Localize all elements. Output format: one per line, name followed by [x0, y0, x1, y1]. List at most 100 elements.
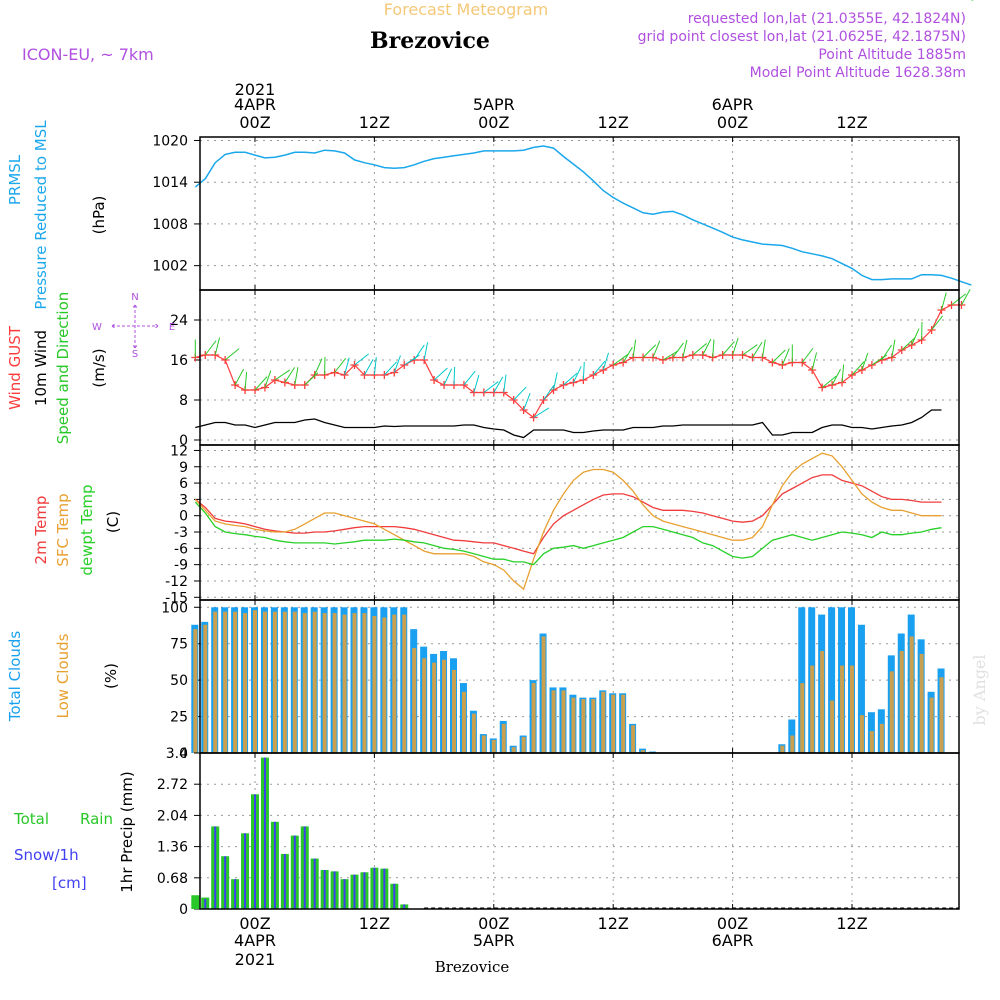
y-tick-label: 16: [170, 353, 188, 369]
wind-arrow: [304, 372, 319, 386]
low-cloud-bar: [591, 699, 596, 753]
wind-arrow: [901, 337, 916, 351]
wind-arrow: [742, 344, 758, 356]
wind-arrow: [553, 372, 558, 391]
wind-arrow: [941, 292, 947, 311]
bottom-tick-label: 12Z: [836, 914, 867, 933]
y-tick-label: 24: [170, 313, 188, 329]
total-cloud-bar: [798, 607, 806, 753]
low-cloud-bar: [362, 613, 367, 753]
panel-pressure: 1002 1008 1014 1020: [152, 133, 972, 291]
wind-arrow: [294, 367, 299, 386]
y-tick-label: 3.4: [166, 746, 188, 762]
wind-arrow: [911, 328, 920, 346]
wind-arrow: [772, 349, 786, 363]
low-cloud-bar: [332, 613, 337, 753]
low-cloud-bar: [850, 665, 854, 753]
low-cloud-bar: [621, 694, 626, 753]
low-cloud-bar: [889, 671, 894, 753]
sfc-temp-label: SFC Temp: [54, 493, 72, 566]
total-cloud-bar: [857, 624, 865, 753]
requested-coords: requested lon,lat (21.0355E, 42.1824N): [688, 11, 966, 27]
wind-arrow: [781, 348, 790, 366]
precip-snow-label: Snow/1h: [14, 846, 79, 864]
y-tick-label: 12: [170, 443, 188, 459]
low-cloud-bar: [909, 636, 914, 753]
low-cloud-bar: [641, 750, 646, 753]
snow-bar: [353, 874, 356, 909]
chart-subtitle: Forecast Meteogram: [384, 0, 548, 19]
wind-arrow: [513, 386, 527, 401]
station-title: Brezovice: [370, 28, 490, 54]
wind-arrow: [364, 359, 374, 376]
wind-arrow: [493, 376, 504, 393]
wind-arrow: [443, 368, 453, 386]
low-cloud-bar: [422, 658, 427, 753]
wind-arrow: [204, 340, 217, 356]
y-tick-label: 50: [170, 673, 188, 689]
temp2m-label: 2m Temp: [32, 496, 50, 565]
compass-s-label: S: [132, 349, 138, 360]
snow-bar: [204, 898, 207, 909]
snow-bar: [383, 868, 386, 909]
precip-snow-unit-label: [cm]: [52, 874, 87, 892]
snow-bar: [254, 794, 256, 909]
snow-bar: [373, 867, 376, 909]
wind-arrow: [543, 384, 555, 401]
y-tick-label: 100: [161, 600, 188, 616]
bottom-date-label: 4APR: [234, 931, 276, 950]
footer-station: Brezovice: [435, 958, 510, 976]
model-altitude: Model Point Altitude 1628.38m: [750, 65, 966, 81]
low-cloud-bar: [859, 715, 864, 753]
y-tick-label: 0: [179, 746, 188, 762]
low-cloud-bar: [501, 723, 506, 753]
low-cloud-bar: [820, 651, 825, 753]
wind-arrow: [254, 376, 268, 391]
low-cloud-bar: [372, 616, 377, 753]
low-cloud-bar: [511, 747, 516, 753]
panel-border: [199, 444, 960, 601]
low-cloud-bar: [312, 611, 317, 753]
low-cloud-bar: [243, 613, 248, 753]
low-cloud-bar: [780, 745, 785, 753]
y-tick-label: -15: [165, 590, 188, 606]
dewpt-line: [194, 501, 942, 566]
wind-arrow: [642, 344, 657, 358]
point-altitude: Point Altitude 1885m: [818, 47, 966, 63]
wind-line: [195, 409, 942, 439]
wind-arrow: [672, 342, 684, 358]
wind-arrow: [533, 407, 550, 418]
precip-rain-label: Rain: [80, 810, 113, 828]
low-cloud-bar: [402, 614, 407, 753]
y-tick-label: 1002: [152, 259, 188, 275]
wind-arrow: [881, 344, 893, 361]
snow-bar: [343, 879, 346, 909]
wind-arrow: [931, 315, 944, 331]
dewpt-label: dewpt Temp: [78, 484, 96, 575]
low-cloud-bar: [322, 613, 327, 753]
wind-arrow: [214, 337, 221, 356]
wind-arrow: [632, 339, 637, 358]
panel-wind: 0 8 16 24: [170, 0, 974, 449]
low-cloud-bar: [223, 611, 228, 753]
wind-arrow: [433, 367, 448, 381]
y-tick-label: -3: [174, 525, 188, 541]
top-tick-label: 00Z: [717, 113, 748, 132]
low-cloud-bar: [790, 735, 795, 753]
low-cloud-bar: [432, 662, 437, 753]
panel-border: [199, 752, 960, 910]
wind-arrow: [463, 370, 476, 386]
wind-arrow: [861, 352, 869, 371]
snow-bar: [323, 870, 326, 909]
wind-arrow: [334, 358, 347, 373]
wind-arrow: [284, 367, 296, 383]
low-cloud-bar: [352, 613, 357, 753]
low-cloud-bar: [561, 690, 566, 753]
low-cloud-bar: [471, 713, 476, 753]
low-cloud-bar: [213, 611, 218, 753]
wind-arrow: [831, 368, 841, 386]
panel-border: [199, 289, 960, 446]
snow-bar: [244, 833, 247, 909]
y-tick-label: 0.68: [157, 871, 188, 887]
snow-bar: [214, 826, 217, 909]
